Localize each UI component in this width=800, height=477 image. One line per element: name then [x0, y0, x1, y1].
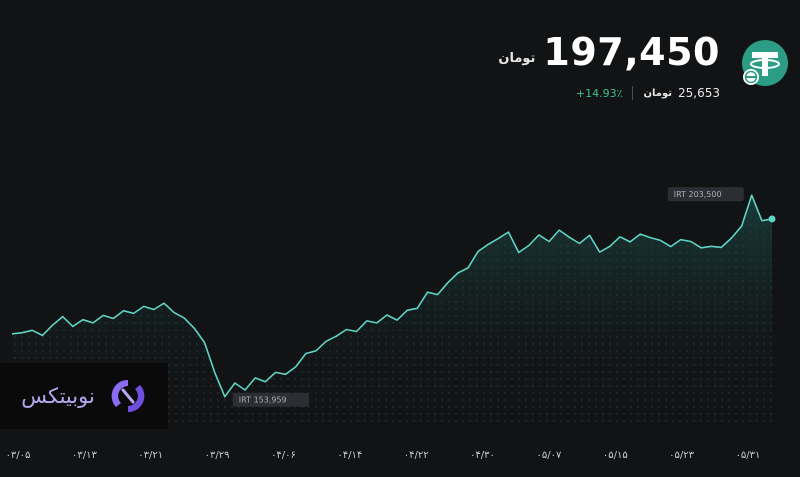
divider [632, 86, 634, 100]
annotation-min-label: IRT 153,959 [239, 396, 287, 405]
x-tick-label: ۰۵/۰۷ [536, 450, 561, 461]
x-tick-label: ۰۳/۱۳ [72, 450, 97, 461]
secondary-unit: تومان [643, 87, 672, 99]
tether-icon [742, 40, 788, 86]
x-tick-label: ۰۴/۰۶ [271, 450, 296, 461]
price-change: +14.93٪ [575, 86, 623, 100]
brand-logo-text: نوبیتکس [21, 384, 95, 408]
brand-logo: نوبیتکس [0, 363, 168, 429]
secondary-value: 25,653 [678, 86, 720, 100]
x-tick-label: ۰۴/۱۴ [337, 450, 362, 461]
price-header: تومان 197,450 +14.93٪ تومان 25,653 [320, 30, 720, 100]
x-tick-label: ۰۵/۲۳ [669, 450, 694, 461]
x-tick-label: ۰۴/۳۰ [470, 450, 495, 461]
x-tick-label: ۰۳/۰۵ [6, 450, 31, 461]
annotation-max-box [667, 187, 744, 202]
price-unit: تومان [498, 51, 536, 66]
nobitex-logo-icon [111, 379, 145, 413]
x-tick-label: ۰۵/۳۱ [736, 450, 761, 461]
x-tick-label: ۰۴/۲۲ [404, 450, 429, 461]
chart-series-line [11, 194, 773, 398]
chart-area-dots [12, 195, 772, 425]
annotation-min: IRT 153,959 [232, 392, 309, 407]
annotation-min-box [232, 392, 309, 407]
last-point-marker [768, 215, 776, 223]
annotation-max-label: IRT 203,500 [674, 190, 722, 199]
annotation-max: IRT 203,500 [667, 187, 744, 202]
x-tick-label: ۰۵/۱۵ [603, 450, 628, 461]
x-tick-label: ۰۳/۲۱ [138, 450, 163, 461]
x-tick-label: ۰۳/۲۹ [205, 450, 230, 461]
current-price: 197,450 [543, 30, 720, 74]
